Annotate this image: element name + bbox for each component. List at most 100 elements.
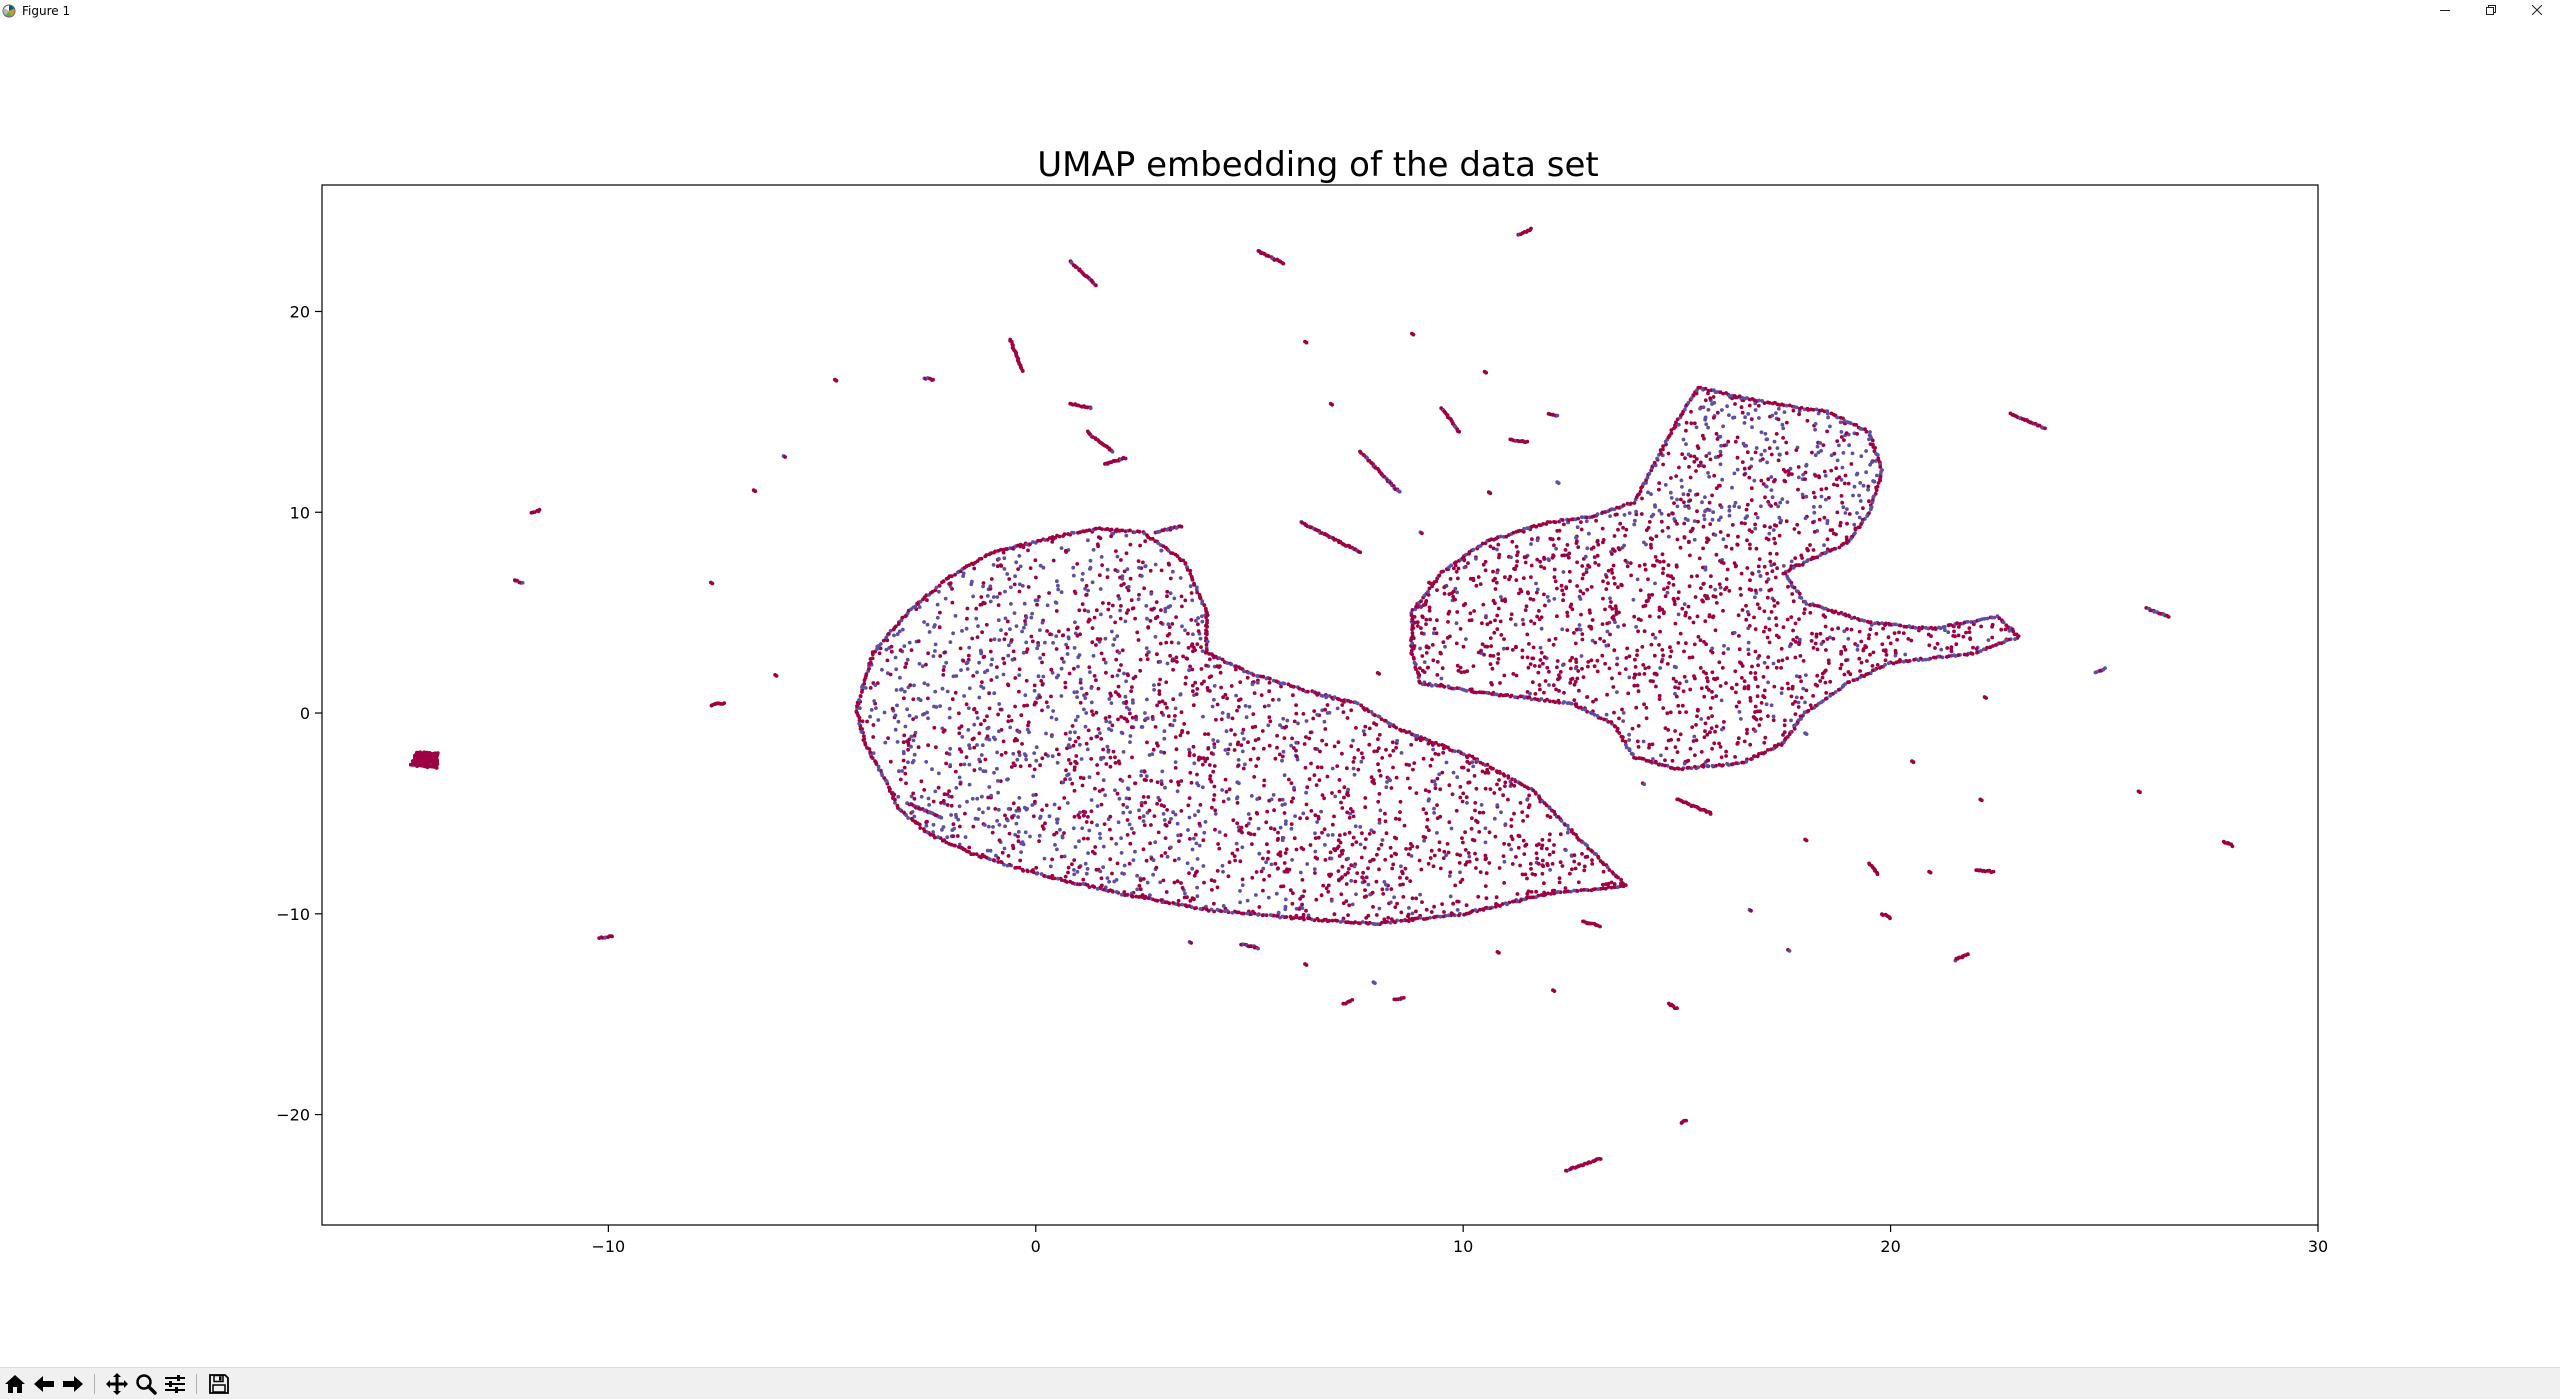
window-title: Figure 1 bbox=[22, 4, 71, 18]
scatter-point bbox=[1188, 770, 1193, 775]
scatter-point bbox=[950, 697, 955, 702]
scatter-point bbox=[1297, 686, 1302, 691]
scatter-point bbox=[1325, 711, 1330, 715]
scatter-point bbox=[980, 630, 984, 635]
scatter-point bbox=[974, 606, 979, 611]
scatter-point bbox=[1345, 716, 1350, 720]
scatter-point bbox=[1494, 580, 1499, 585]
scatter-point bbox=[889, 644, 894, 649]
scatter-point bbox=[1745, 566, 1750, 570]
scatter-point bbox=[1574, 627, 1579, 632]
scatter-point bbox=[1767, 616, 1771, 621]
scatter-point bbox=[1753, 450, 1758, 455]
scatter-point bbox=[1521, 622, 1526, 626]
scatter-point bbox=[1223, 909, 1227, 914]
scatter-point bbox=[1703, 495, 1707, 499]
scatter-point bbox=[1034, 865, 1039, 870]
scatter-point bbox=[1029, 869, 1034, 874]
scatter-point bbox=[1813, 453, 1818, 458]
scatter-point bbox=[1719, 515, 1723, 520]
scatter-point bbox=[1189, 618, 1194, 622]
scatter-point bbox=[1337, 778, 1342, 782]
scatter-point bbox=[1535, 587, 1540, 592]
scatter-point bbox=[1136, 559, 1141, 563]
scatter-point bbox=[1768, 551, 1773, 556]
scatter-point bbox=[1840, 500, 1845, 505]
scatter-point bbox=[1313, 849, 1318, 854]
scatter-point bbox=[1610, 607, 1615, 611]
scatter-point bbox=[1514, 644, 1518, 649]
scatter-point bbox=[1636, 745, 1641, 749]
scatter-point bbox=[1453, 586, 1458, 591]
scatter-point bbox=[1195, 590, 1200, 595]
scatter-point bbox=[1126, 608, 1130, 612]
restore-button[interactable] bbox=[2468, 0, 2514, 22]
scatter-point bbox=[1491, 766, 1495, 771]
scatter-point bbox=[1530, 656, 1535, 661]
scatter-point bbox=[1030, 639, 1035, 644]
scatter-point bbox=[1867, 633, 1871, 637]
scatter-point bbox=[997, 591, 1002, 596]
scatter-point bbox=[1285, 718, 1290, 723]
scatter-point bbox=[1769, 488, 1774, 492]
scatter-point bbox=[1055, 747, 1059, 752]
figure-canvas[interactable]: UMAP embedding of the data set −10 0 10 20 3… bbox=[0, 22, 2560, 1367]
scatter-point bbox=[865, 719, 869, 724]
scatter-point bbox=[1235, 821, 1240, 826]
scatter-point bbox=[1234, 664, 1238, 669]
scatter-point bbox=[1749, 457, 1754, 461]
scatter-point bbox=[1322, 796, 1326, 801]
scatter-point bbox=[1073, 591, 1078, 595]
scatter-point bbox=[1865, 514, 1870, 518]
scatter-point bbox=[1418, 892, 1422, 897]
scatter-point bbox=[1570, 867, 1574, 872]
scatter-point bbox=[1220, 711, 1225, 715]
scatter-point bbox=[892, 633, 896, 638]
scatter-point bbox=[1090, 709, 1094, 714]
scatter-point bbox=[1002, 556, 1007, 561]
scatter-point bbox=[1266, 703, 1271, 708]
scatter-point bbox=[1703, 565, 1708, 570]
scatter-point bbox=[1859, 522, 1863, 526]
scatter-point bbox=[1747, 475, 1752, 480]
scatter-point bbox=[1464, 795, 1469, 800]
scatter-point bbox=[1157, 682, 1161, 687]
minimize-button[interactable] bbox=[2422, 0, 2468, 22]
scatter-point bbox=[1776, 417, 1781, 422]
scatter-point bbox=[1166, 714, 1171, 719]
scatter-point bbox=[1135, 630, 1140, 635]
scatter-point bbox=[868, 714, 872, 719]
scatter-point bbox=[1213, 827, 1217, 832]
scatter-point bbox=[1086, 836, 1090, 841]
scatter-point bbox=[1193, 832, 1198, 837]
scatter-point bbox=[1141, 819, 1146, 823]
scatter-point bbox=[1769, 703, 1774, 708]
scatter-point bbox=[1843, 612, 1848, 617]
scatter-point bbox=[2003, 627, 2008, 632]
scatter-point bbox=[1688, 687, 1693, 692]
scatter-point bbox=[1805, 559, 1809, 564]
scatter-point bbox=[1529, 619, 1533, 623]
scatter-point bbox=[947, 715, 952, 720]
scatter-point bbox=[1230, 716, 1235, 721]
scatter-point bbox=[1086, 588, 1090, 593]
scatter-point bbox=[996, 790, 1000, 795]
scatter-point bbox=[958, 824, 962, 829]
scatter-point bbox=[1701, 599, 1705, 604]
scatter-point bbox=[1119, 558, 1123, 562]
scatter-point bbox=[1088, 567, 1092, 571]
scatter-point bbox=[1151, 872, 1155, 877]
close-button[interactable] bbox=[2514, 0, 2560, 22]
scatter-point bbox=[1589, 624, 1593, 629]
scatter-point bbox=[1332, 695, 1337, 700]
scatter-point bbox=[1906, 637, 1911, 641]
title-bar[interactable]: Figure 1 bbox=[0, 0, 2560, 22]
scatter-point bbox=[876, 764, 881, 769]
scatter-point bbox=[1087, 828, 1092, 833]
scatter-point bbox=[1106, 601, 1111, 606]
scatter-point bbox=[1071, 565, 1076, 570]
scatter-point bbox=[1888, 641, 1893, 646]
scatter-point bbox=[1183, 891, 1187, 896]
umap-scatter-chart[interactable]: UMAP embedding of the data set −10 0 10 20 3… bbox=[0, 22, 2560, 1367]
scatter-point bbox=[876, 767, 881, 772]
